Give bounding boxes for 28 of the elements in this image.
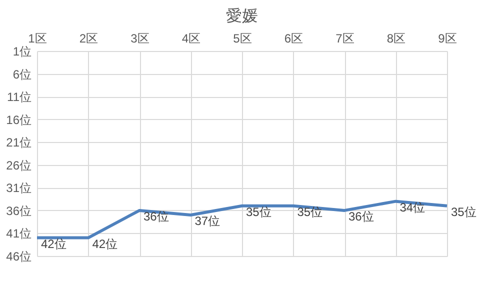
x-tick-label: 9区 [438,32,457,46]
data-label: 37位 [194,214,220,228]
data-label: 42位 [92,236,118,251]
y-tick-label: 16位 [6,112,32,127]
y-tick-label: 26位 [6,158,32,172]
y-tick-label: 6位 [12,67,32,82]
x-tick-label: 6区 [284,32,304,46]
chart-title: 愛媛 [226,7,258,25]
y-tick-label: 11位 [7,90,32,104]
x-tick-label: 4区 [182,32,201,46]
y-tick-label: 1位 [12,44,32,58]
data-label: 35位 [451,204,476,219]
data-label: 36位 [144,209,169,224]
y-tick-label: 21位 [6,136,32,150]
data-label: 42位 [41,236,66,251]
y-tick-label: 36位 [6,204,32,218]
x-tick-label: 5区 [233,32,252,46]
x-tick-label: 8区 [386,32,406,46]
y-tick-label: 41位 [6,226,32,241]
y-tick-label: 31位 [6,181,32,196]
y-tick-label: 46位 [6,250,32,264]
data-label: 35位 [246,204,272,219]
x-tick-label: 3区 [130,32,150,46]
x-tick-label: 1区 [28,32,47,46]
line-series [36,200,448,240]
data-label: 36位 [348,209,374,224]
x-tick-label: 2区 [79,32,98,46]
x-tick-label: 7区 [336,32,354,46]
